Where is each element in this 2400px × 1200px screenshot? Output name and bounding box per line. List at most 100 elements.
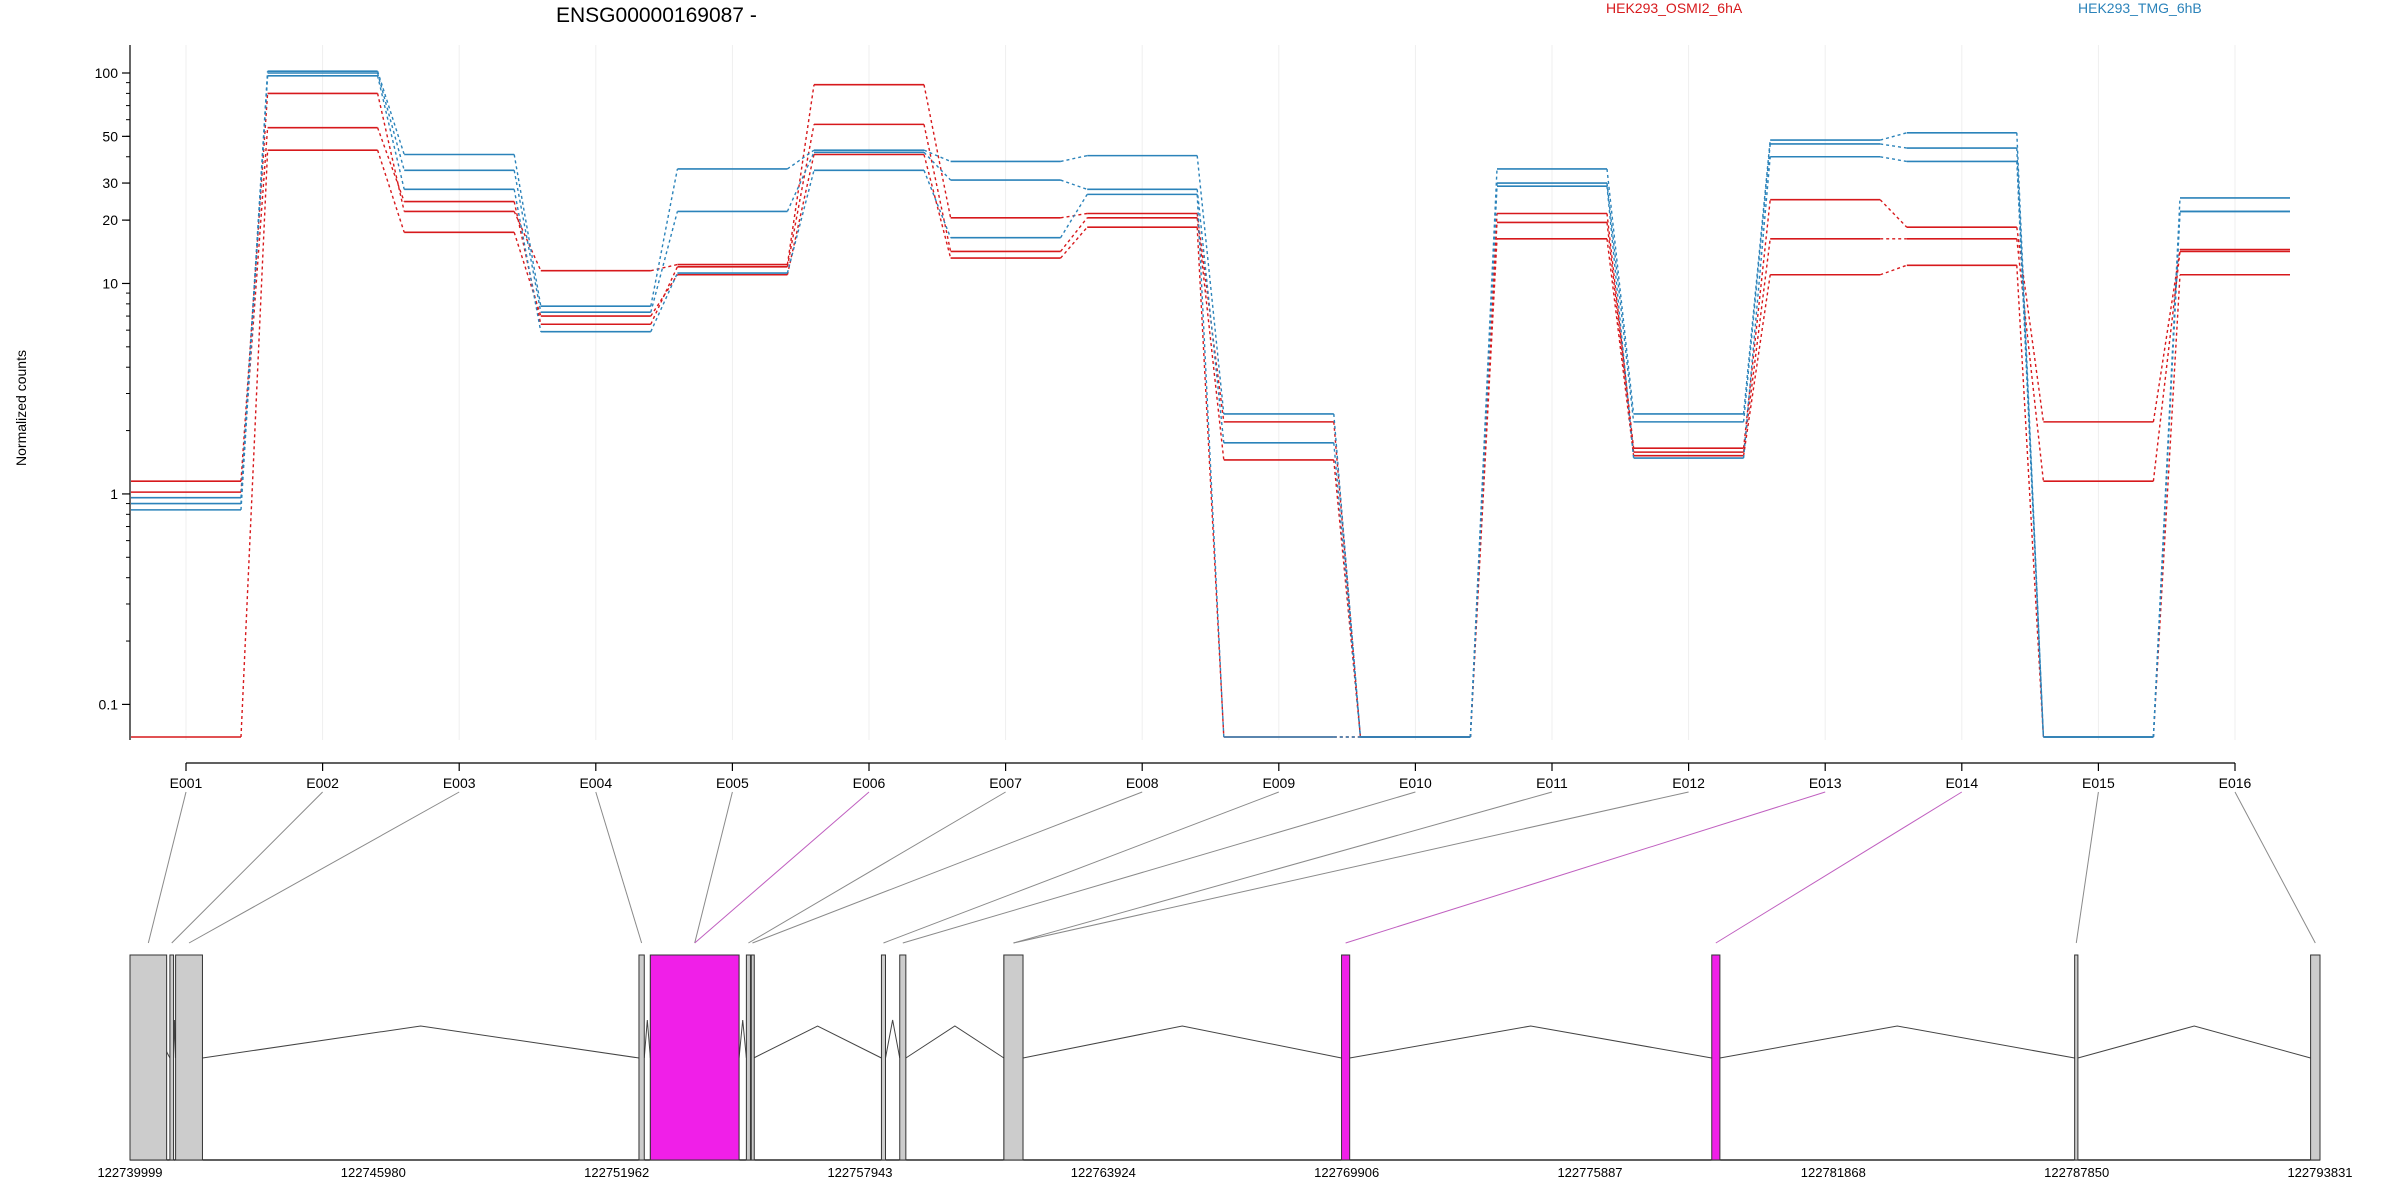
series-4-connector [513,154,542,307]
x-tick-label-e012: E012 [1672,775,1705,791]
exon-e006 [649,954,740,1161]
intron-connector [1022,1025,1342,1059]
series-6-connector [650,272,679,332]
intron-connector [753,1025,882,1059]
x-tick-label-e006: E006 [853,775,886,791]
legend-entry-osmi2: HEK293_OSMI2_6hA [1606,0,1743,16]
x-tick-label-e013: E013 [1809,775,1842,791]
exon-mapping-line-e016 [2234,791,2316,944]
genomic-coordinate-label: 122763924 [1071,1165,1136,1180]
series-5-connector [923,151,952,181]
x-tick-label-e016: E016 [2219,775,2252,791]
series-3-connector [240,150,269,738]
intron-connector [202,1025,640,1059]
series-6-connector [1742,156,1771,459]
exon-mapping-line-e006 [694,791,870,944]
series-5-connector [1060,179,1088,191]
genomic-coordinate-label: 122781868 [1801,1165,1866,1180]
exon-mapping-line-e005 [694,791,733,944]
series-6-connector [1469,186,1498,738]
series-1-connector [1606,213,1635,449]
intron-connector [1719,1025,2075,1059]
series-6-connector [786,170,815,274]
chart-title: ENSG00000169087 - [556,4,757,27]
intron-connector [643,1019,651,1059]
series-3-connector [1606,238,1635,456]
exon-mapping-line-e011 [1013,791,1553,944]
series-layer [131,70,2290,738]
series-5-connector [1196,189,1225,443]
series-1-connector [2152,249,2181,422]
x-tick-label-e002: E002 [306,775,339,791]
series-3-connector [513,232,542,317]
intron-connector [885,1019,901,1059]
series-5-connector [1880,143,1907,149]
exon-e015 [2074,954,2079,1161]
genomic-coordinate-label: 122745980 [341,1165,406,1180]
x-tick-label-e011: E011 [1536,775,1568,791]
series-1-connector [376,93,405,212]
exon-e016 [2310,954,2321,1161]
x-tick-label-e009: E009 [1262,775,1295,791]
series-5-connector [1606,182,1635,422]
exon-e007 [745,954,751,1161]
series-3-connector [1879,264,1908,276]
intron-connector [2077,1025,2311,1059]
series-1-connector [650,263,678,272]
series-4-connector [376,70,405,155]
x-axis: E001 E002 E003 E004 E005 E006 E007 E008 E009 E010… [170,762,2252,791]
series-2-connector [786,124,815,267]
series-3-connector [650,274,678,317]
y-axis: 100 50 30 20 10 1 0.1 [95,45,131,740]
exon-e013 [1341,954,1351,1161]
exon-e010 [899,954,907,1161]
exon-e004 [638,954,645,1161]
series-3-connector [1196,227,1225,738]
gene-model: 122739999 122745980 122751962 122757943 1227… [97,954,2353,1180]
exon-mapping-line-e014 [1715,791,1963,944]
legend-entry-tmg: HEK293_TMG_6hB [2078,0,2202,16]
series-5-connector [376,72,405,171]
series-1-connector [2016,227,2045,422]
series-2-connector [2152,251,2181,482]
x-tick-label-e007: E007 [989,775,1022,791]
x-tick-label-e015: E015 [2082,775,2115,791]
exon-mapping-line-e012 [1013,791,1689,944]
series-5-connector [650,211,679,313]
series-6-connector [1196,194,1225,738]
series-3-connector [923,154,952,259]
genomic-coordinate-label: 122769906 [1314,1165,1379,1180]
series-5-connector [1742,143,1771,422]
series-3-connector [2016,265,2045,738]
x-tick-label-e014: E014 [1945,775,1978,791]
series-5-connector [786,152,815,212]
exon-mapping-line-e004 [595,791,643,944]
exon-mapping-line-e002 [171,791,323,944]
x-tick-label-e004: E004 [579,775,612,791]
series-1-connector [1196,213,1225,422]
series-2-connector [923,124,952,252]
series-4-connector [650,168,679,307]
series-2-connector [1469,222,1498,738]
series-4-connector [923,149,951,163]
series-6-connector [240,75,269,510]
series-1-connector [1879,199,1908,228]
series-6-connector [2152,211,2181,738]
series-3-connector [1060,226,1088,259]
exon-mapping-line-e007 [748,791,1006,944]
exon-mapping-line-e001 [147,791,187,944]
series-3-connector [376,149,405,233]
series-6-connector [513,189,542,332]
vertical-grid [185,45,2236,740]
series-2-hek293_osmi2_6ha [131,123,2290,738]
series-6-connector [1880,156,1907,163]
exon-mapping-line-e008 [752,791,1143,944]
series-1-connector [1333,421,1362,738]
series-3-connector [2152,274,2181,738]
x-tick-label-e003: E003 [443,775,476,791]
intron-connector [905,1025,1005,1059]
series-2-connector [376,127,405,202]
series-6-connector [1060,194,1088,239]
x-tick-label-e005: E005 [716,775,749,791]
